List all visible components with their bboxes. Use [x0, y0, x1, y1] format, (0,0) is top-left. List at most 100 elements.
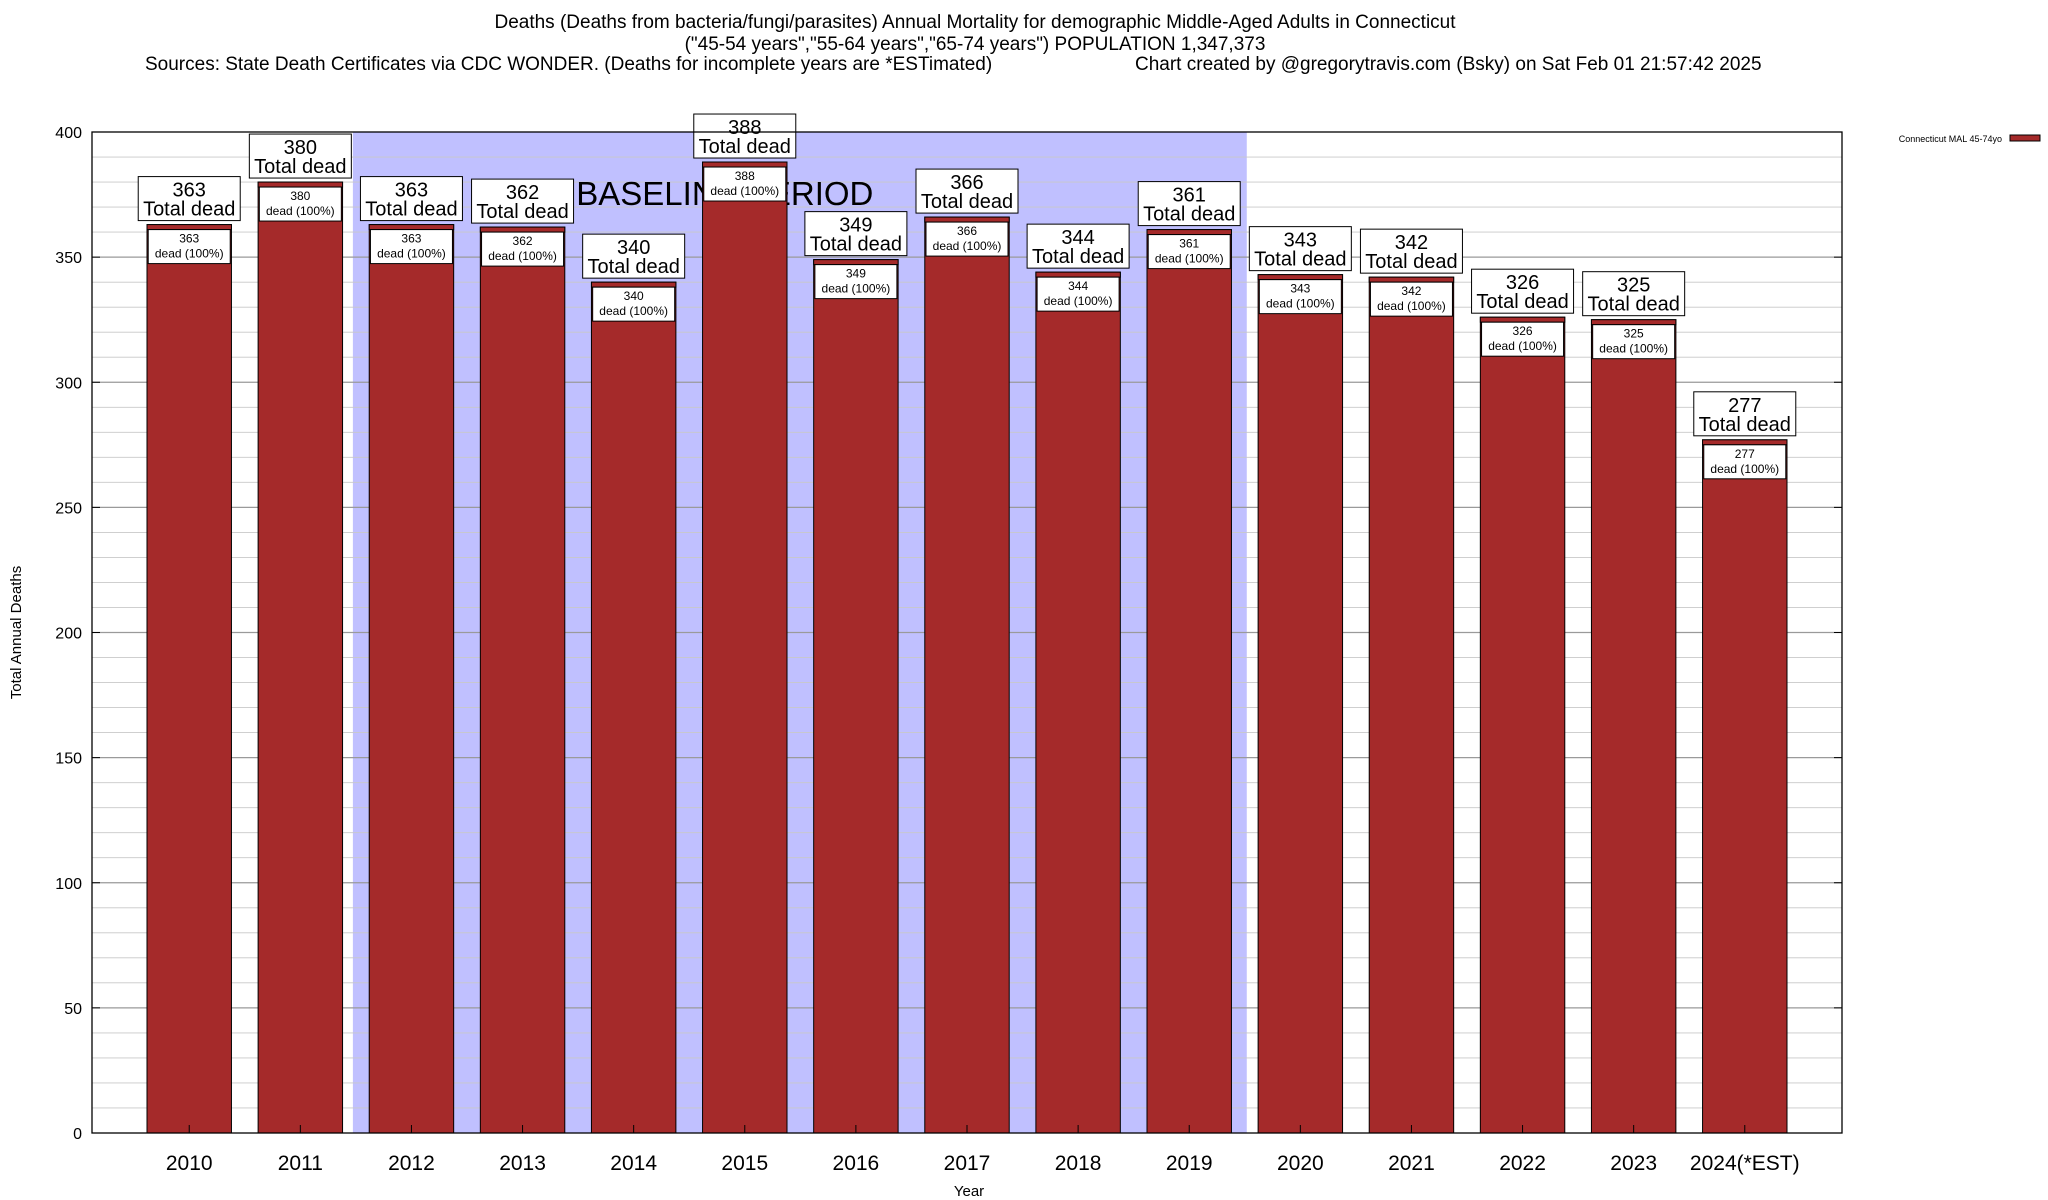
total-label-box: [1359, 228, 1463, 274]
inner-label-box: [369, 229, 453, 265]
bar: [702, 161, 788, 1134]
x-tick-label: 2014: [610, 1152, 657, 1175]
bar-cap: [1702, 439, 1788, 446]
y-tick-label: 350: [55, 250, 82, 267]
bar: [479, 226, 566, 1134]
inner-label-box: [1258, 279, 1342, 315]
inner-percent-label: dead (100%): [266, 204, 335, 218]
total-dead-label: Total dead: [1476, 291, 1568, 313]
y-tick-label: 200: [55, 626, 82, 643]
total-label-box: [693, 113, 797, 159]
inner-value-label: 361: [1179, 237, 1199, 251]
chart-title: Deaths (Deaths from bacteria/fungi/paras…: [0, 12, 1950, 56]
bar-cap: [368, 224, 455, 231]
inner-value-label: 343: [1290, 282, 1310, 296]
x-tick-label: 2022: [1499, 1152, 1546, 1175]
x-tick-label: 2019: [1166, 1152, 1213, 1175]
total-value-label: 340: [617, 237, 650, 259]
inner-label-box: [1592, 324, 1676, 360]
inner-percent-label: dead (100%): [1710, 462, 1779, 476]
total-value-label: 343: [1284, 230, 1317, 252]
inner-value-label: 366: [957, 224, 977, 238]
total-label-box: [582, 233, 686, 279]
bar-cap: [146, 224, 232, 231]
y-tick-label: 50: [64, 1001, 82, 1018]
total-dead-label: Total dead: [1143, 204, 1235, 226]
inner-value-label: 363: [401, 232, 421, 246]
total-value-label: 349: [839, 215, 872, 237]
sources-text: Sources: State Death Certificates via CD…: [145, 54, 993, 75]
total-label-box: [1026, 223, 1130, 269]
total-label-box: [471, 178, 575, 224]
total-label-box: [248, 133, 352, 179]
inner-label-box: [703, 166, 787, 202]
total-dead-label: Total dead: [1588, 294, 1680, 316]
bar: [1479, 316, 1566, 1134]
total-label-box: [137, 176, 241, 222]
bar-cap: [702, 161, 788, 168]
total-value-label: 362: [506, 182, 539, 204]
legend-label: Connecticut MAL 45-74yo: [1899, 134, 2002, 144]
inner-percent-label: dead (100%): [1044, 294, 1113, 308]
inner-label-box: [1703, 444, 1787, 480]
bar: [813, 259, 899, 1134]
total-value-label: 325: [1617, 275, 1650, 297]
total-value-label: 366: [950, 172, 983, 194]
x-tick-label: 2013: [499, 1152, 546, 1175]
inner-label-box: [1369, 281, 1453, 317]
total-label-box: [1471, 268, 1575, 314]
inner-value-label: 325: [1624, 327, 1644, 341]
inner-label-box: [481, 231, 565, 267]
title-line-1: Deaths (Deaths from bacteria/fungi/paras…: [494, 12, 1456, 33]
bar-cap: [813, 259, 899, 266]
bar: [368, 224, 455, 1134]
x-tick-label: 2018: [1055, 1152, 1102, 1175]
inner-percent-label: dead (100%): [822, 282, 891, 296]
x-tick-label: 2017: [944, 1152, 991, 1175]
bar-cap: [1257, 274, 1344, 281]
inner-percent-label: dead (100%): [1266, 297, 1335, 311]
inner-value-label: 349: [846, 267, 866, 281]
x-tick-label: 2011: [278, 1152, 323, 1175]
inner-percent-label: dead (100%): [488, 249, 557, 263]
inner-label-box: [147, 229, 231, 265]
y-tick-label: 100: [55, 876, 82, 893]
total-value-label: 380: [284, 137, 317, 159]
inner-percent-label: dead (100%): [933, 239, 1002, 253]
bar-cap: [590, 281, 677, 288]
total-value-label: 342: [1395, 232, 1428, 254]
x-tick-label: 2024(*EST): [1690, 1152, 1800, 1175]
total-dead-label: Total dead: [1032, 246, 1124, 268]
bar: [257, 181, 344, 1134]
inner-percent-label: dead (100%): [1599, 342, 1668, 356]
x-tick-label: 2023: [1610, 1152, 1657, 1175]
inner-value-label: 363: [179, 232, 199, 246]
inner-value-label: 344: [1068, 279, 1088, 293]
inner-percent-label: dead (100%): [1488, 339, 1557, 353]
total-dead-label: Total dead: [1365, 251, 1457, 273]
total-dead-label: Total dead: [921, 191, 1013, 213]
total-label-box: [359, 176, 463, 222]
inner-percent-label: dead (100%): [710, 184, 779, 198]
inner-percent-label: dead (100%): [599, 304, 668, 318]
total-dead-label: Total dead: [699, 136, 791, 158]
x-tick-label: 2012: [388, 1152, 435, 1175]
legend-swatch: [2009, 134, 2041, 142]
total-value-label: 363: [173, 180, 206, 202]
x-tick-label: 2015: [721, 1152, 768, 1175]
x-tick-label: 2016: [833, 1152, 880, 1175]
inner-label-box: [925, 221, 1009, 257]
inner-label-box: [258, 186, 342, 222]
total-value-label: 277: [1728, 395, 1761, 417]
bar: [1368, 276, 1455, 1134]
y-tick-label: 250: [55, 500, 82, 517]
inner-label-box: [592, 286, 676, 322]
total-label-box: [1582, 271, 1686, 317]
inner-value-label: 362: [513, 234, 533, 248]
bar: [1035, 271, 1121, 1134]
total-label-box: [915, 168, 1019, 214]
y-tick-label: 0: [73, 1126, 82, 1143]
bar-cap: [1035, 271, 1121, 278]
total-label-box: [1248, 226, 1352, 272]
inner-label-box: [1036, 276, 1120, 312]
